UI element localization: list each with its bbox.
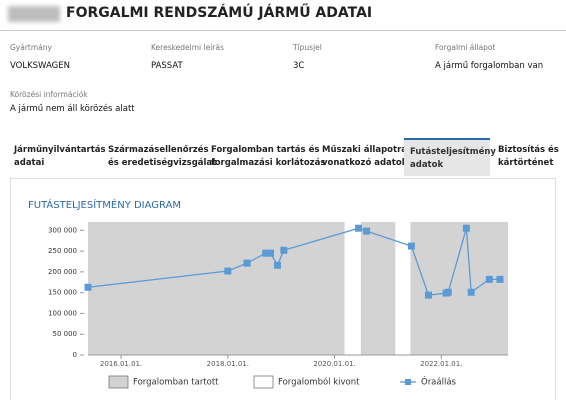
mileage-point [273, 261, 281, 269]
blurred-plate [8, 6, 60, 22]
field-value: A jármű forgalomban van [435, 61, 544, 71]
y-tick-label: 250 000 [48, 247, 77, 255]
tab-label: adatai [14, 158, 45, 168]
x-tick-label: 2016.01.01. [100, 360, 142, 368]
field-value: VOLKSWAGEN [10, 61, 70, 71]
mileage-point [444, 288, 452, 296]
mileage-point [267, 249, 275, 257]
field-label: Gyártmány [10, 43, 52, 52]
chart-title: FUTÁSTELJESÍTMÉNY DIAGRAM [28, 198, 181, 211]
tab-label: Futásteljesítmény [410, 147, 496, 157]
tab-label: és eredetiségvizsgálat [108, 158, 217, 168]
period-band [395, 222, 411, 355]
tab[interactable]: Műszaki állapotra vonatkozó adatok [316, 138, 408, 176]
mileage-point [424, 291, 432, 299]
period-band [410, 222, 508, 355]
mileage-point [355, 224, 363, 232]
legend-label: Óraállás [421, 376, 457, 388]
legend-label: Forgalomból kivont [278, 377, 360, 388]
field-label: Kereskedelmi leírás [151, 43, 224, 52]
tab-label: forgalmazási korlátozás [211, 158, 326, 168]
chart-group: FUTÁSTELJESÍTMÉNY DIAGRAM 0 50 000 100 000… [28, 198, 508, 389]
field-value: A jármű nem áll körözés alatt [10, 104, 135, 114]
mileage-point [280, 246, 288, 254]
field-label: Típusjel [293, 43, 322, 52]
mileage-point [224, 267, 232, 275]
tab-label: adatok [410, 160, 444, 170]
mileage-point [467, 288, 475, 296]
mileage-point [462, 224, 470, 232]
field-label: Forgalmi állapot [435, 43, 496, 52]
chart: FUTÁSTELJESÍTMÉNY DIAGRAM 0 50 000 100 000… [28, 198, 508, 389]
tab[interactable]: Forgalomban tartás és forgalmazási korlát… [205, 138, 326, 176]
y-tick-label: 200 000 [48, 268, 77, 276]
mileage-point [243, 259, 251, 267]
mileage-point [84, 283, 92, 291]
x-tick-label: 2018.01.01. [207, 360, 249, 368]
legend-swatch [108, 375, 129, 389]
x-tick-label: 2020.01.01. [313, 360, 355, 368]
tab-label: Forgalomban tartás és [211, 145, 320, 155]
y-tick-label: 100 000 [48, 309, 77, 317]
tab[interactable]: Biztosítás és kártörténet [492, 138, 559, 176]
tab-label: Biztosítás és [498, 145, 559, 155]
period-band [344, 222, 361, 355]
mileage-point [485, 275, 493, 283]
y-tick-label: 0 [73, 351, 77, 359]
tab-label: Származásellenőrzés [108, 145, 209, 155]
field-label: Körözési információk [10, 90, 88, 99]
mileage-point [496, 275, 504, 283]
legend-label: Forgalomban tartott [133, 378, 219, 388]
tab-label: vonatkozó adatok [322, 158, 408, 168]
chart-panel: FUTÁSTELJESÍTMÉNY DIAGRAM 0 50 000 100 000… [10, 178, 556, 400]
legend-swatch [253, 375, 274, 389]
tab-label: kártörténet [498, 158, 554, 168]
y-tick-label: 50 000 [53, 330, 78, 338]
x-tick-label: 2022.01.01. [420, 360, 462, 368]
field-value: PASSAT [151, 61, 183, 71]
legend-swatch [405, 379, 411, 385]
tab[interactable]: Futásteljesítmény adatok [404, 138, 496, 176]
mileage-point [407, 242, 415, 250]
period-band [360, 222, 396, 355]
tab[interactable]: Származásellenőrzés és eredetiségvizsgála… [102, 138, 217, 176]
tab-label: Műszaki állapotra [322, 145, 407, 155]
y-tick-label: 150 000 [48, 289, 77, 297]
field-value: 3C [293, 61, 305, 71]
mileage-point [262, 249, 270, 257]
page-title: FORGALMI RENDSZÁMÚ JÁRMŰ ADATAI [66, 5, 373, 21]
divider [0, 30, 566, 31]
tab[interactable]: Járműnyilvántartás adatai [8, 138, 106, 176]
y-tick-label: 300 000 [48, 226, 77, 234]
tab-label: Járműnyilvántartás [14, 145, 106, 155]
period-band [88, 222, 345, 355]
mileage-point [363, 227, 371, 235]
